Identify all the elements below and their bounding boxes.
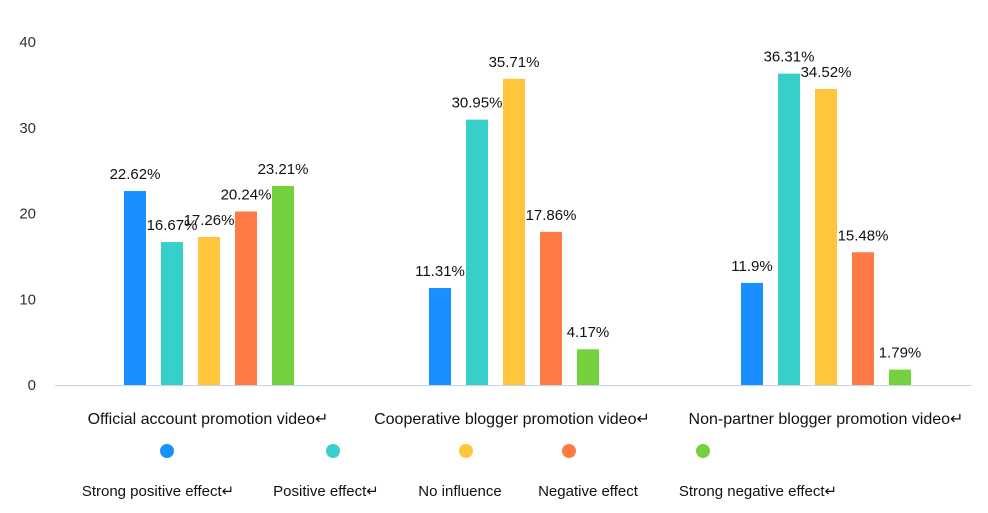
data-label: 35.71% [489, 54, 540, 71]
data-label: 17.86% [526, 207, 577, 224]
category-label: Official account promotion video↵ [88, 411, 329, 428]
data-label: 34.52% [801, 64, 852, 81]
legend-label: Positive effect↵ [273, 483, 379, 500]
x-axis-labels: Official account promotion video↵ Coopera… [88, 411, 964, 428]
legend-marker [459, 444, 473, 458]
y-tick-label: 10 [19, 291, 36, 308]
bar [540, 231, 562, 385]
data-label: 20.24% [221, 186, 272, 203]
bar [466, 119, 488, 385]
data-label: 22.62% [110, 166, 161, 183]
data-label: 15.48% [838, 227, 889, 244]
y-axis: 0 10 20 30 40 [19, 34, 36, 394]
data-labels: 22.62% 16.67%17.26% 20.24% 23.21% 11.31% 30.9… [110, 49, 922, 362]
category-label: Non-partner blogger promotion video↵ [689, 411, 964, 428]
y-tick-label: 0 [28, 377, 36, 394]
bar [577, 349, 599, 385]
data-label: 16.67% [147, 217, 198, 234]
data-label: 11.9% [731, 258, 772, 275]
data-label: 23.21% [258, 161, 309, 178]
legend-marker [562, 444, 576, 458]
legend-marker [696, 444, 710, 458]
bar [889, 369, 911, 385]
bar [741, 282, 763, 385]
legend-label: Negative effect [538, 483, 639, 500]
bars [124, 73, 911, 386]
legend-marker [326, 444, 340, 458]
data-label: 4.17% [567, 324, 610, 341]
legend-marker [160, 444, 174, 458]
legend: Strong positive effect↵ Positive effect↵ N… [82, 444, 837, 500]
data-label: 17.26% [184, 212, 235, 229]
y-tick-label: 40 [19, 34, 36, 51]
bar [124, 191, 146, 385]
y-tick-label: 20 [19, 206, 36, 223]
bar [503, 78, 525, 386]
y-tick-label: 30 [19, 120, 36, 137]
legend-label: Strong negative effect↵ [679, 483, 837, 500]
bar [852, 252, 874, 385]
bar [198, 236, 220, 385]
legend-label: No influence [418, 483, 501, 500]
bar [815, 88, 837, 385]
category-label: Cooperative blogger promotion video↵ [374, 411, 650, 428]
bar [778, 73, 800, 385]
bar [161, 242, 183, 385]
bar [272, 185, 294, 385]
data-label: 36.31% [764, 49, 815, 66]
bar [235, 211, 257, 385]
data-label: 30.95% [452, 95, 503, 112]
data-label: 11.31% [415, 263, 465, 280]
legend-label: Strong positive effect↵ [82, 483, 234, 500]
data-label: 1.79% [879, 345, 922, 362]
bar [429, 288, 451, 385]
